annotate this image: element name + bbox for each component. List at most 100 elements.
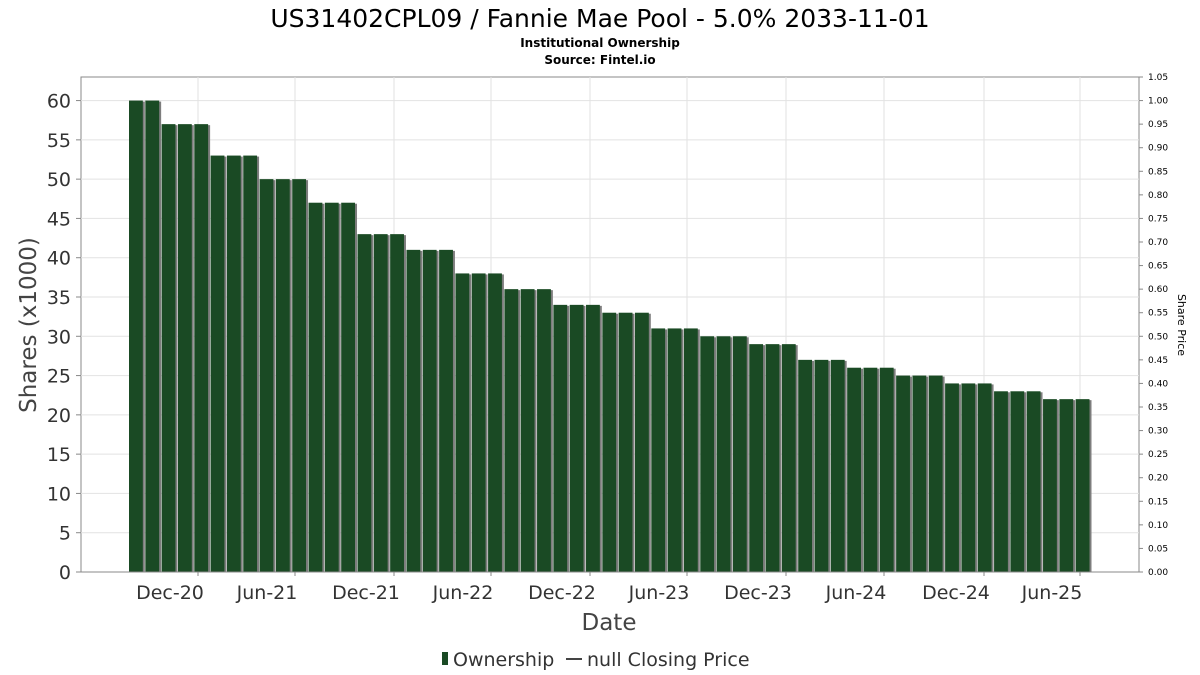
chart-title: US31402CPL09 / Fannie Mae Pool - 5.0% 20… [270, 4, 929, 33]
x-tick-label: Dec-24 [922, 582, 990, 604]
y2-tick-label: 0.35 [1148, 403, 1168, 413]
ownership-bar [373, 234, 388, 572]
y2-tick-label: 0.10 [1148, 521, 1168, 531]
ownership-bar [798, 359, 813, 572]
y2-tick-label: 0.85 [1148, 167, 1168, 177]
ownership-bar [863, 367, 878, 572]
y2-tick-label: 1.05 [1148, 73, 1168, 83]
ownership-bar [586, 304, 600, 572]
ownership-bar [259, 179, 274, 572]
y-tick-label: 5 [59, 523, 71, 545]
ownership-bar [422, 249, 437, 572]
ownership-bar [1043, 399, 1057, 572]
y2-tick-label: 0.15 [1148, 497, 1168, 507]
ownership-bar [455, 273, 470, 572]
ownership-bar [1059, 399, 1074, 572]
ownership-bar [439, 249, 453, 572]
ownership-bar [161, 124, 176, 573]
chart-source: Source: Fintel.io [544, 53, 655, 67]
ownership-bar [994, 391, 1008, 572]
x-axis-label: Date [582, 610, 637, 636]
y2-tick-label: 0.80 [1148, 191, 1168, 201]
x-tick-label: Dec-20 [136, 582, 204, 604]
y2-tick-label: 1.00 [1148, 97, 1168, 107]
legend-ownership-label: Ownership [453, 649, 554, 671]
y2-tick-label: 0.05 [1148, 544, 1168, 554]
ownership-bar [406, 249, 421, 572]
y2-tick-label: 0.75 [1148, 214, 1168, 224]
ownership-bar [520, 289, 535, 572]
y-tick-label: 60 [47, 91, 71, 113]
y-tick-label: 10 [47, 483, 71, 505]
ownership-bar [700, 336, 715, 572]
y-tick-label: 0 [59, 562, 71, 584]
y-tick-label: 35 [47, 287, 71, 309]
y2-tick-label: 0.70 [1148, 238, 1168, 248]
ownership-bar [553, 304, 568, 572]
ownership-bar [634, 312, 649, 572]
ownership-bar [928, 375, 943, 572]
y2-tick-label: 0.55 [1148, 309, 1168, 319]
ownership-bar [945, 383, 959, 572]
ownership-bar [765, 344, 780, 572]
ownership-bar [194, 124, 209, 573]
ownership-bar [471, 273, 486, 572]
ownership-bar [602, 312, 617, 572]
y2-tick-label: 0.40 [1148, 379, 1168, 389]
y-tick-label: 20 [47, 405, 71, 427]
y2-tick-label: 0.30 [1148, 427, 1168, 437]
ownership-bar [390, 234, 404, 572]
ownership-bar [488, 273, 502, 572]
ownership-bar [537, 289, 551, 572]
y2-tick-label: 0.45 [1148, 356, 1168, 366]
legend-ownership-swatch [442, 652, 448, 665]
ownership-bar [847, 367, 861, 572]
legend-price-label: null Closing Price [587, 649, 750, 671]
ownership-bar [1010, 391, 1025, 572]
axes: 0 5 10 15 20 25 30 35 40 45 50 55 60 0.00 0.05 0.10 0.15… [47, 73, 1169, 604]
ownership-bar [275, 179, 290, 572]
x-tick-label: Jun-22 [432, 582, 494, 604]
ownership-bar [324, 202, 339, 572]
y-tick-label: 45 [47, 208, 71, 230]
y-tick-label: 30 [47, 326, 71, 348]
x-tick-label: Jun-25 [1021, 582, 1083, 604]
y-axis-label: Shares (x1000) [16, 237, 42, 413]
ownership-bar [781, 344, 796, 572]
legend: Ownership null Closing Price [442, 649, 750, 671]
y2-axis-label: Share Price [1175, 294, 1188, 356]
y-tick-label: 50 [47, 169, 71, 191]
ownership-bar [814, 359, 829, 572]
ownership-bar [210, 155, 225, 573]
y2-tick-label: 0.00 [1148, 568, 1168, 578]
x-tick-label: Dec-23 [724, 582, 792, 604]
ownership-bar [896, 375, 910, 572]
y2-tick-label: 0.50 [1148, 332, 1168, 342]
ownership-bar [830, 359, 845, 572]
y2-tick-label: 0.65 [1148, 262, 1168, 272]
x-tick-label: Dec-22 [528, 582, 596, 604]
y2-tick-label: 0.20 [1148, 474, 1168, 484]
ownership-bar [226, 155, 241, 573]
ownership-bar [961, 383, 976, 572]
x-tick-label: Jun-21 [236, 582, 298, 604]
ownership-bar [977, 383, 992, 572]
y-tick-label: 55 [47, 130, 71, 152]
ownership-bar [749, 344, 764, 572]
ownership-bar [912, 375, 927, 572]
ownership-bar [667, 328, 682, 572]
y2-tick-label: 0.95 [1148, 120, 1168, 130]
ownership-bar [683, 328, 698, 572]
ownership-bar [1026, 391, 1041, 572]
ownership-bar [1075, 399, 1090, 572]
y-tick-label: 40 [47, 248, 71, 270]
ownership-bar [569, 304, 584, 572]
y-tick-label: 15 [47, 444, 71, 466]
ownership-bar [732, 336, 747, 572]
x-tick-label: Dec-21 [332, 582, 400, 604]
ownership-bar [879, 367, 894, 572]
ownership-bar [504, 289, 519, 572]
ownership-bar [618, 312, 633, 572]
ownership-bar [716, 336, 731, 572]
